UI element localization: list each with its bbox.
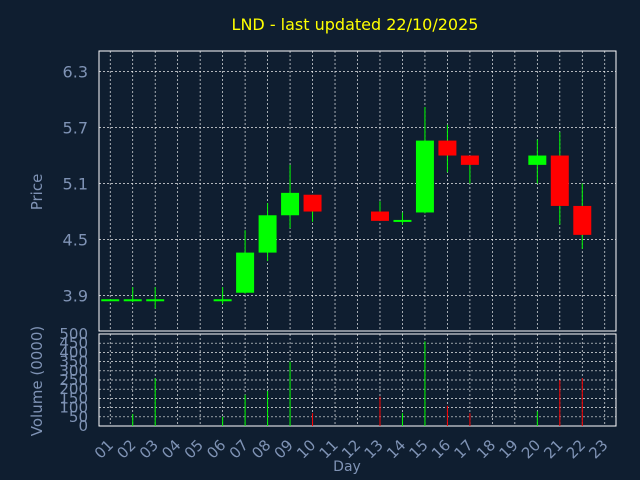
candle-body	[258, 215, 277, 253]
price-y-tick-label: 5.1	[63, 175, 88, 194]
candle-body	[550, 155, 569, 206]
candle-body	[393, 219, 412, 222]
volume-y-tick-label: 300	[59, 362, 88, 380]
price-gridlines	[99, 51, 616, 331]
price-y-tick-labels: 3.9 4.5 5.1 5.7 6.3	[63, 63, 88, 306]
volume-y-tick-label: 450	[59, 334, 88, 352]
candle-body	[123, 299, 142, 302]
price-y-tick-label: 3.9	[63, 287, 88, 306]
volume-y-tick-label: 100	[59, 399, 88, 417]
candle-body	[460, 155, 479, 165]
x-axis-label: Day	[333, 459, 361, 475]
volume-y-tick-label: 400	[59, 343, 88, 361]
price-axis-label: Price	[28, 174, 46, 211]
price-y-tick-label: 4.5	[63, 231, 88, 250]
candle-body	[281, 192, 300, 216]
volume-axis-label: Volume (0000)	[28, 326, 46, 436]
volume-y-tick-label: 150	[59, 389, 88, 407]
volume-y-tick-label: 0	[78, 417, 88, 435]
price-y-tick-label: 6.3	[63, 63, 88, 82]
volume-y-tick-label: 500	[59, 325, 88, 343]
candle-body	[213, 299, 232, 302]
volume-y-tick-label: 50	[69, 408, 88, 426]
candle-body	[236, 252, 255, 293]
candle-body	[573, 205, 592, 235]
volume-y-tick-label: 250	[59, 371, 88, 389]
volume-y-tick-label: 200	[59, 380, 88, 398]
volume-bars	[132, 341, 583, 426]
price-candles	[101, 107, 592, 309]
candle-body	[303, 194, 322, 212]
candle-body	[370, 211, 389, 221]
candle-body	[438, 140, 457, 156]
price-y-tick-label: 5.7	[63, 119, 88, 138]
volume-y-tick-label: 350	[59, 353, 88, 371]
candle-body	[528, 155, 547, 165]
candle-body	[101, 299, 120, 302]
candle-body	[146, 299, 165, 302]
price-panel: 3.9 4.5 5.1 5.7 6.3 Price	[28, 50, 617, 332]
candle-body	[415, 140, 434, 213]
chart-title: LND - last updated 22/10/2025	[232, 15, 479, 34]
